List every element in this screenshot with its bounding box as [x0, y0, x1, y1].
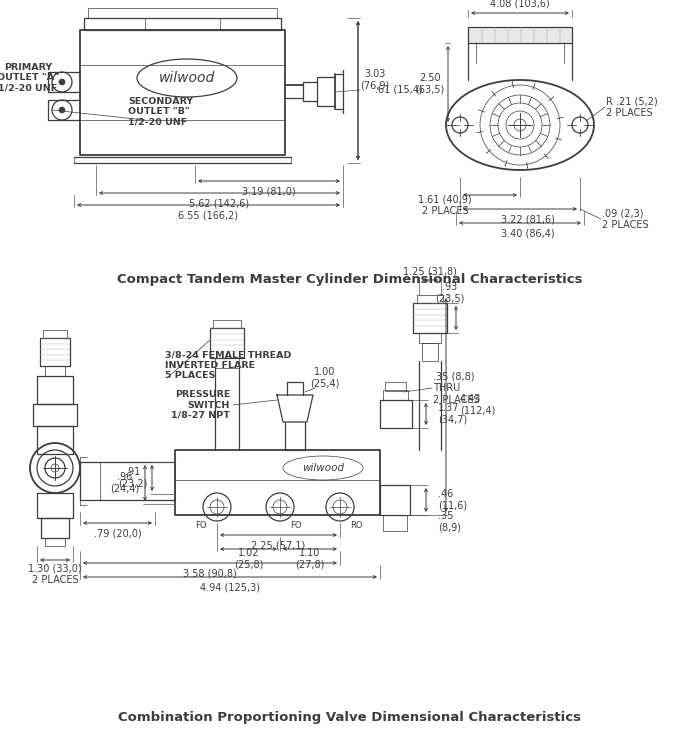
Bar: [37, 426, 73, 454]
Text: 3/8-24 FEMALE THREAD
INVERTED FLARE
5 PLACES: 3/8-24 FEMALE THREAD INVERTED FLARE 5 PL…: [165, 350, 291, 380]
Text: R .21 (5,2)
2 PLACES: R .21 (5,2) 2 PLACES: [606, 96, 658, 117]
Text: .91
(23,2): .91 (23,2): [118, 468, 148, 489]
Text: 3.58 (90,8): 3.58 (90,8): [183, 568, 237, 578]
Text: 5.62 (142,6): 5.62 (142,6): [189, 198, 249, 208]
Text: 1.61 (40,9)
2 PLACES: 1.61 (40,9) 2 PLACES: [418, 195, 472, 216]
Bar: [215, 358, 239, 368]
Text: FO: FO: [195, 520, 206, 529]
Text: .93
(23,5): .93 (23,5): [435, 282, 465, 304]
Bar: [175, 450, 380, 515]
Text: SECONDARY
OUTLET "B"
1/2-20 UNF: SECONDARY OUTLET "B" 1/2-20 UNF: [128, 97, 193, 127]
Bar: [33, 404, 77, 426]
Bar: [380, 400, 412, 428]
Bar: [100, 462, 175, 500]
Bar: [37, 376, 73, 404]
Text: .35 (8,8)
THRU
2 PLACES: .35 (8,8) THRU 2 PLACES: [433, 371, 480, 404]
Text: .09 (2,3)
2 PLACES: .09 (2,3) 2 PLACES: [602, 208, 649, 230]
Bar: [385, 382, 406, 391]
Text: wilwood: wilwood: [159, 71, 215, 85]
Text: 2.50
(63,5): 2.50 (63,5): [415, 73, 444, 95]
Text: 6.55 (166,2): 6.55 (166,2): [178, 210, 238, 220]
Text: 3.03
(76,9): 3.03 (76,9): [360, 69, 390, 91]
Bar: [45, 538, 65, 546]
Text: 1.30 (33,0)
2 PLACES: 1.30 (33,0) 2 PLACES: [28, 563, 82, 585]
Bar: [380, 485, 410, 515]
Text: 1.02
(25,8): 1.02 (25,8): [234, 548, 263, 570]
Text: 2.25 (57,1): 2.25 (57,1): [251, 540, 306, 550]
Text: Compact Tandem Master Cylinder Dimensional Characteristics: Compact Tandem Master Cylinder Dimension…: [118, 274, 582, 286]
Bar: [468, 27, 572, 43]
Bar: [383, 390, 408, 400]
Text: 3.19 (81,0): 3.19 (81,0): [242, 186, 296, 196]
Bar: [80, 30, 285, 155]
Bar: [43, 330, 67, 338]
Bar: [383, 515, 407, 531]
Text: .96
(24,4): .96 (24,4): [111, 472, 139, 494]
Text: 1.25 (31,8): 1.25 (31,8): [403, 266, 457, 276]
Bar: [213, 320, 241, 328]
Bar: [40, 338, 70, 366]
Text: RO: RO: [350, 520, 363, 529]
Text: PRESSURE
SWITCH
1/8-27 NPT: PRESSURE SWITCH 1/8-27 NPT: [171, 390, 230, 420]
Bar: [88, 8, 277, 18]
Text: 1.10
(27,8): 1.10 (27,8): [295, 548, 325, 570]
Text: PRIMARY
OUTLET "A"
1/2-20 UNF: PRIMARY OUTLET "A" 1/2-20 UNF: [0, 63, 59, 93]
Text: .46
(11,6): .46 (11,6): [438, 489, 467, 511]
Text: 1.00
(25,4): 1.00 (25,4): [310, 367, 340, 389]
Text: 4.94 (125,3): 4.94 (125,3): [200, 582, 260, 592]
Circle shape: [59, 79, 65, 85]
Text: Combination Proportioning Valve Dimensional Characteristics: Combination Proportioning Valve Dimensio…: [118, 711, 582, 724]
Text: 4.43
(112,4): 4.43 (112,4): [460, 394, 496, 415]
Text: 3.40 (86,4): 3.40 (86,4): [501, 228, 555, 238]
Text: .35
(8,9): .35 (8,9): [438, 511, 461, 533]
Bar: [45, 366, 65, 376]
Circle shape: [59, 107, 65, 113]
Bar: [210, 328, 244, 358]
Bar: [84, 18, 281, 30]
Text: wilwood: wilwood: [302, 463, 344, 473]
Bar: [413, 303, 447, 333]
Bar: [419, 333, 441, 343]
Text: .61 (15,4): .61 (15,4): [375, 85, 423, 95]
Bar: [41, 518, 69, 538]
Text: 4.08 (103,6): 4.08 (103,6): [490, 0, 550, 8]
Text: 1.37
(34,7): 1.37 (34,7): [438, 403, 468, 425]
Text: FO: FO: [290, 520, 302, 529]
Bar: [37, 493, 73, 518]
Text: 3.22 (81,6): 3.22 (81,6): [501, 214, 555, 224]
Bar: [417, 295, 443, 303]
Bar: [422, 343, 438, 361]
Text: .79 (20,0): .79 (20,0): [94, 528, 142, 538]
